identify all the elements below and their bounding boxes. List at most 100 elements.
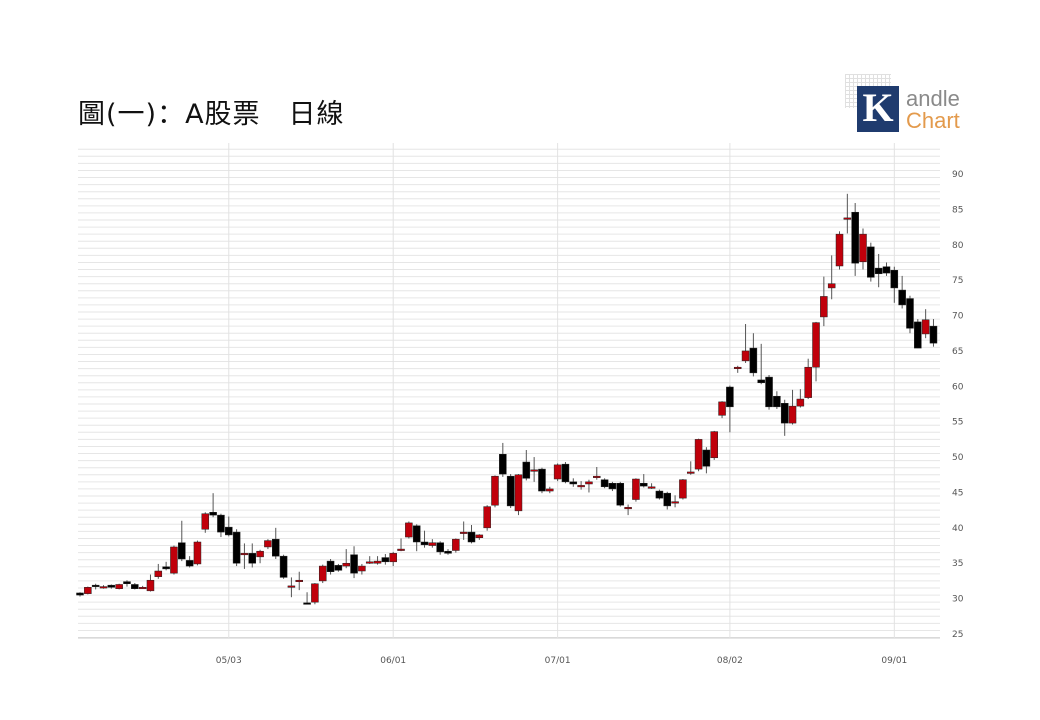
candle-body-up	[741, 350, 750, 362]
candle-body-up	[452, 538, 460, 551]
candle-body-down	[874, 267, 883, 275]
candle	[420, 530, 429, 548]
candle-body-down	[209, 512, 217, 516]
candle	[365, 556, 374, 564]
y-tick-label: 55	[952, 418, 963, 428]
candle-body-up	[311, 583, 319, 603]
candle-body-up	[475, 534, 484, 539]
candle	[178, 520, 186, 562]
candle-body-up	[835, 233, 844, 267]
candle	[882, 262, 891, 276]
candle-body-up	[671, 501, 679, 504]
candle	[209, 493, 217, 518]
y-tick-label: 35	[952, 559, 963, 569]
candle-body-up	[820, 296, 828, 318]
candle	[655, 489, 664, 500]
candle	[185, 556, 194, 568]
candle-body-down	[608, 483, 617, 490]
candle	[796, 389, 805, 408]
candle	[287, 577, 296, 598]
candle-body-down	[178, 542, 186, 560]
candle	[773, 391, 781, 409]
candle-body-up	[201, 513, 210, 530]
candle-body-down	[76, 592, 84, 596]
candle	[217, 513, 225, 538]
candle	[898, 275, 906, 309]
candle-body-up	[287, 585, 296, 588]
candle-body-up	[694, 439, 703, 470]
candle-body-down	[561, 463, 570, 483]
y-tick-label: 90	[952, 170, 964, 180]
logo-k-letter: K	[862, 85, 894, 130]
y-tick-label: 40	[952, 524, 964, 534]
candle	[538, 467, 546, 494]
candle-body-up	[577, 485, 585, 488]
candle	[491, 475, 499, 508]
x-tick-label: 05/03	[216, 656, 242, 666]
logo-k-box	[857, 86, 899, 132]
candle-body-down	[467, 531, 476, 543]
candle-body-up	[859, 233, 867, 263]
candle	[256, 549, 264, 564]
candle	[381, 554, 390, 565]
candle	[240, 543, 249, 569]
candle-body-up	[138, 587, 147, 590]
candle	[170, 545, 178, 575]
candle-body-down	[232, 531, 241, 564]
y-tick-label: 80	[952, 241, 964, 251]
candle	[107, 584, 116, 589]
candle	[397, 538, 405, 552]
candle-body-down	[162, 566, 170, 570]
candle-body-up	[84, 587, 92, 594]
candle	[412, 524, 421, 552]
candle-body-down	[569, 481, 578, 485]
candle-body-up	[788, 405, 797, 424]
candle-body-down	[663, 492, 671, 507]
candle	[232, 529, 241, 567]
candle-body-down	[780, 403, 789, 424]
candle	[248, 543, 257, 568]
candle-body-down	[640, 483, 648, 487]
y-tick-label: 25	[952, 630, 963, 640]
candle-body-down	[882, 266, 891, 274]
candle	[851, 203, 859, 276]
candle	[115, 583, 123, 590]
candle	[694, 438, 703, 472]
y-tick-label: 70	[952, 312, 964, 322]
candle	[647, 483, 656, 489]
candle	[827, 255, 836, 300]
candle	[859, 228, 867, 270]
candle-body-up	[193, 541, 202, 565]
candle-body-down	[436, 542, 444, 553]
candle	[843, 193, 852, 234]
candle	[99, 585, 108, 589]
candle-body-down	[929, 325, 938, 344]
candle-body-down	[334, 565, 343, 571]
candle-body-up	[624, 507, 632, 510]
candle-body-down	[757, 379, 765, 384]
candle-body-up	[318, 565, 327, 582]
x-tick-label: 07/01	[545, 656, 571, 666]
candle	[373, 556, 382, 565]
candle	[702, 447, 711, 474]
candle	[436, 541, 444, 555]
candle	[138, 585, 147, 590]
candle-body-down	[538, 468, 546, 492]
y-tick-label: 45	[952, 488, 963, 498]
candle-body-down	[765, 376, 773, 408]
candle-body-up	[358, 565, 366, 572]
candle	[201, 512, 210, 533]
candle-body-down	[655, 490, 664, 499]
candle	[162, 561, 170, 571]
candle	[921, 309, 930, 339]
candle	[405, 521, 413, 539]
candle	[499, 442, 507, 477]
candle	[757, 343, 765, 385]
candle-body-down	[272, 538, 280, 557]
y-tick-label: 85	[952, 205, 963, 215]
candle	[506, 474, 515, 509]
candle-body-up	[264, 540, 272, 548]
y-tick-label: 75	[952, 276, 963, 286]
candle	[342, 549, 350, 569]
